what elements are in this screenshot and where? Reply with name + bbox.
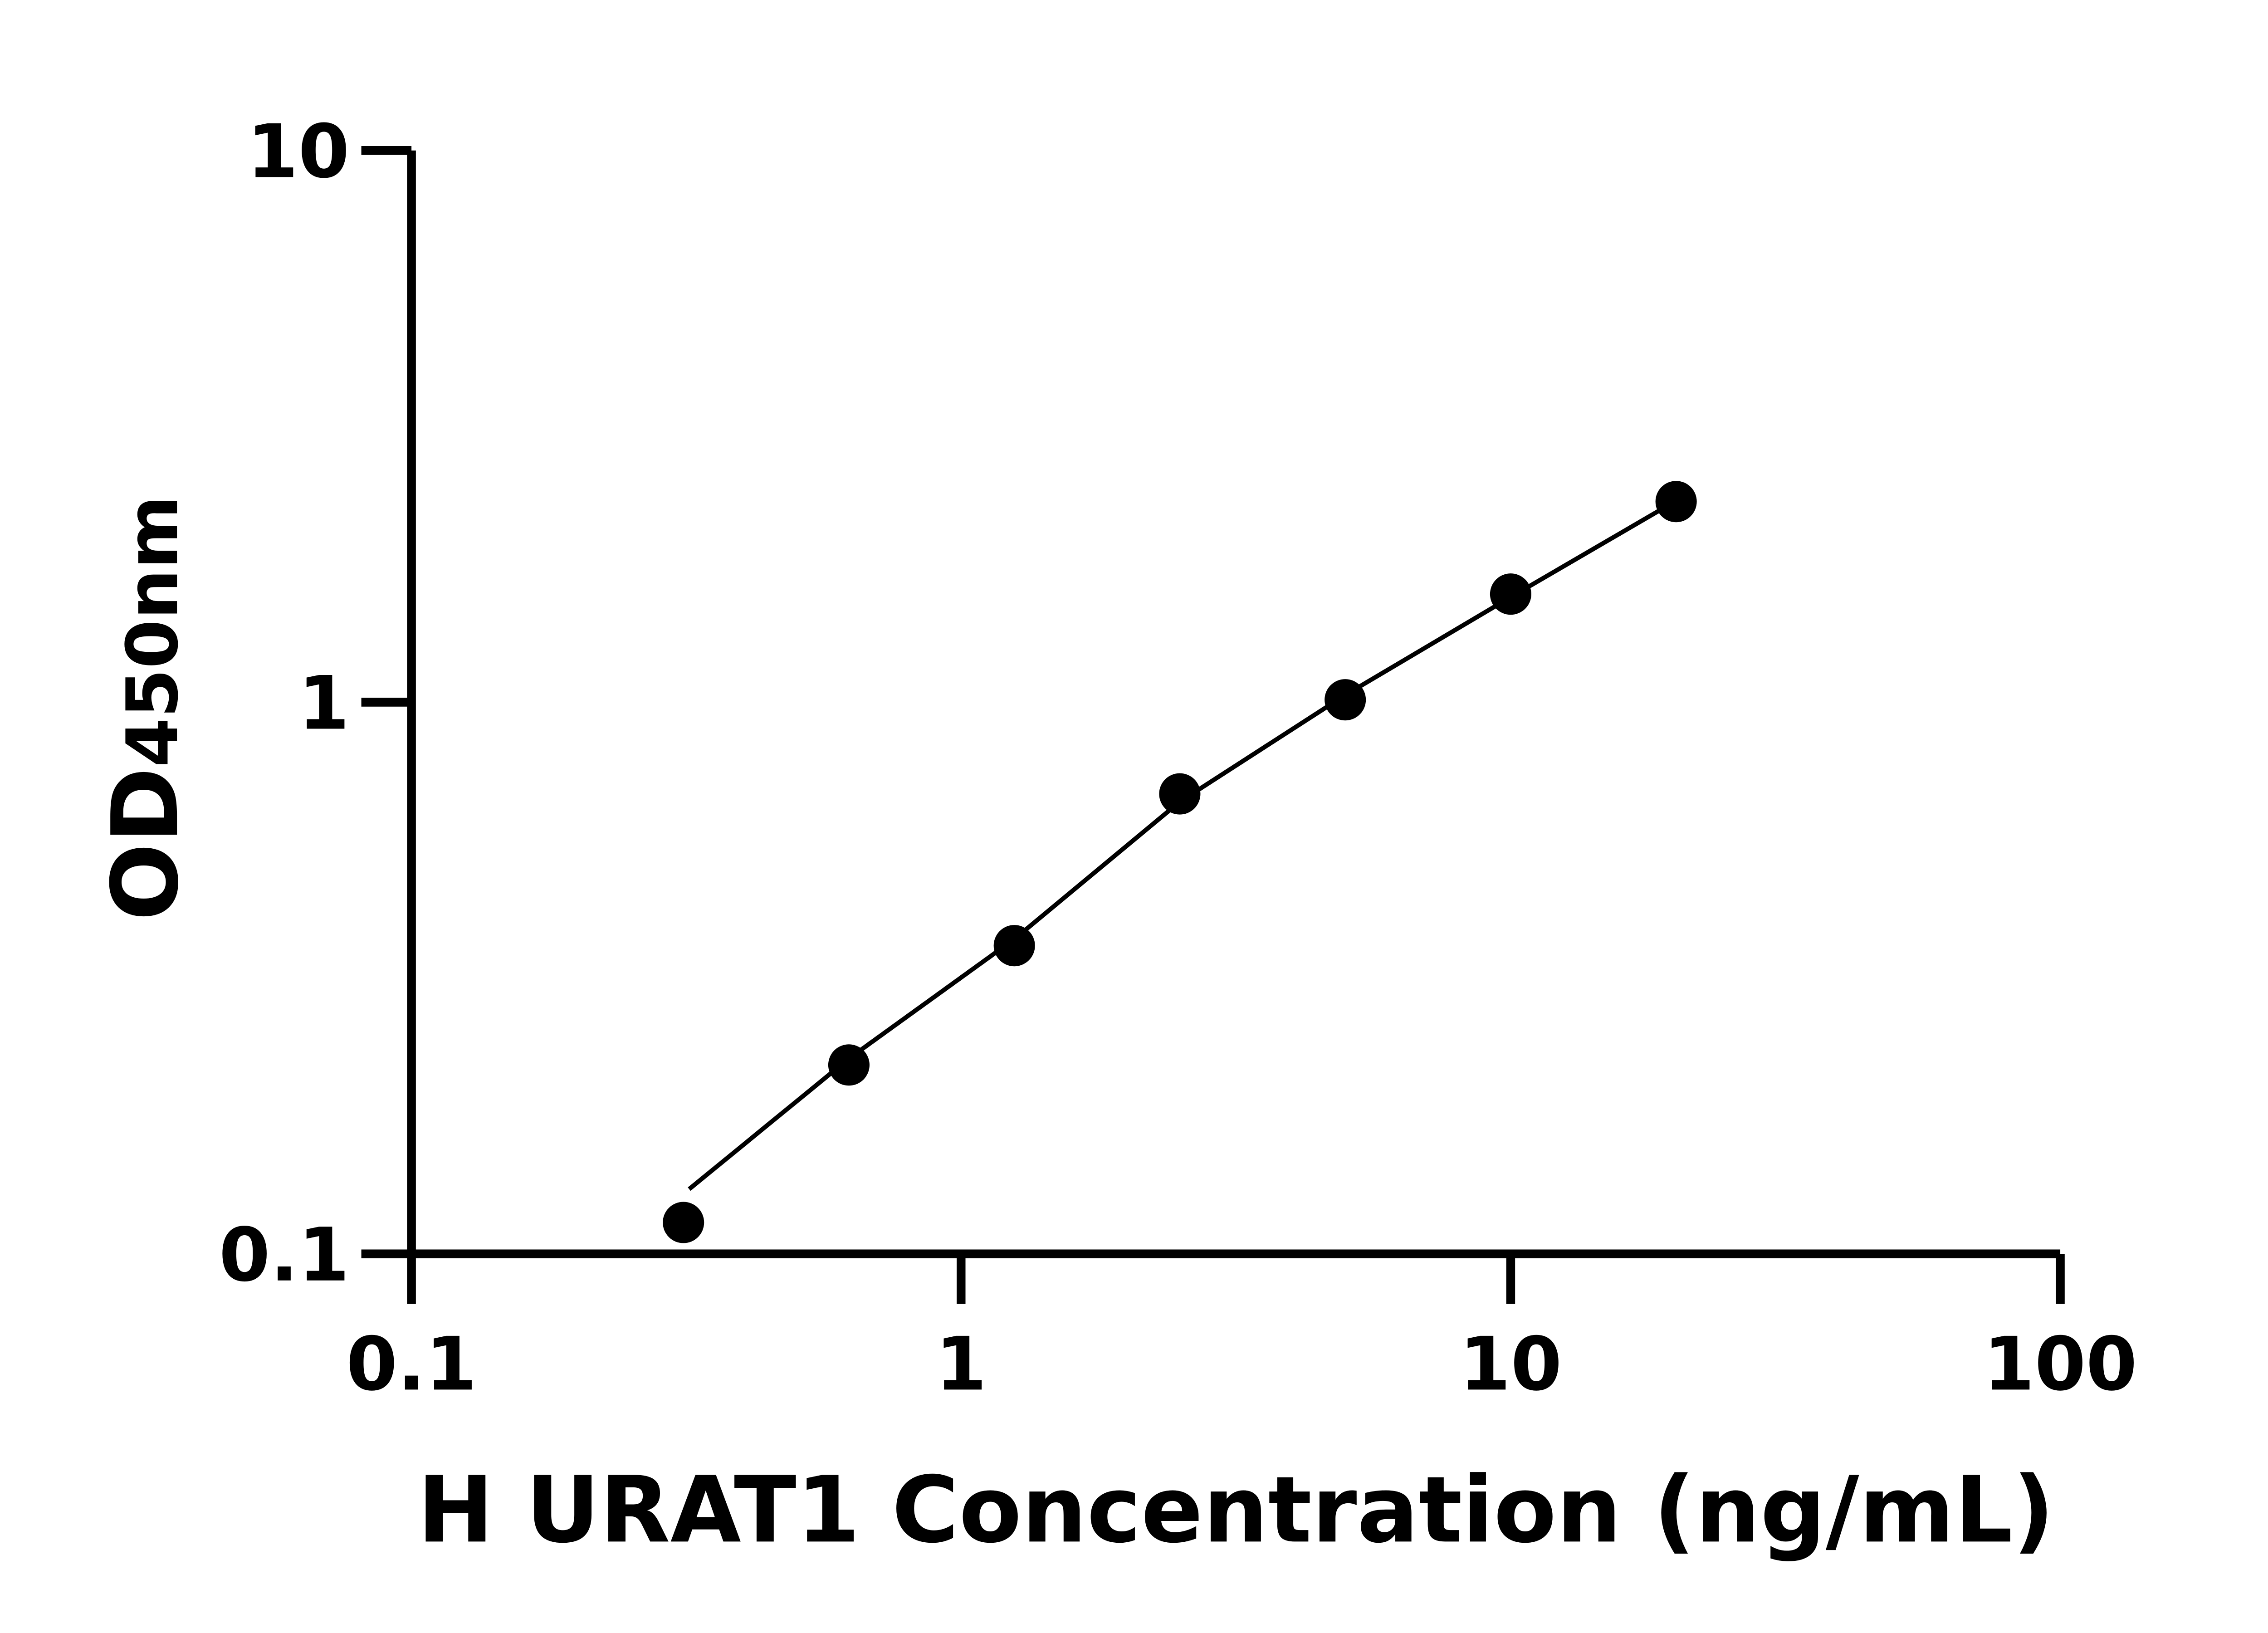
- x-tick-label: 100: [1983, 1321, 2137, 1407]
- data-point: [993, 925, 1035, 967]
- axes: 0.1 1 10 100 0.1 1 10: [219, 109, 2137, 1407]
- y-axis-label: OD450nm: [92, 495, 199, 921]
- x-tick-label: 1: [935, 1321, 987, 1407]
- x-tick-label: 0.1: [346, 1321, 477, 1407]
- y-axis-label-main: OD: [92, 767, 199, 921]
- data-point: [1490, 573, 1531, 615]
- x-axis-label: H URAT1 Concentration (ng/mL): [417, 1457, 2054, 1563]
- y-tick-label: 1: [298, 660, 349, 746]
- data-points-group: [663, 481, 1697, 1243]
- y-tick-label: 10: [247, 109, 349, 195]
- y-axis-label-subscript: 450nm: [111, 495, 194, 768]
- y-tick-label: 0.1: [219, 1213, 350, 1298]
- data-point: [1325, 679, 1366, 721]
- data-point: [1159, 773, 1201, 815]
- svg-text:OD450nm: OD450nm: [92, 495, 199, 921]
- data-point: [1655, 481, 1697, 523]
- data-point: [828, 1044, 870, 1086]
- data-point: [663, 1202, 704, 1243]
- x-tick-label: 10: [1459, 1321, 1562, 1407]
